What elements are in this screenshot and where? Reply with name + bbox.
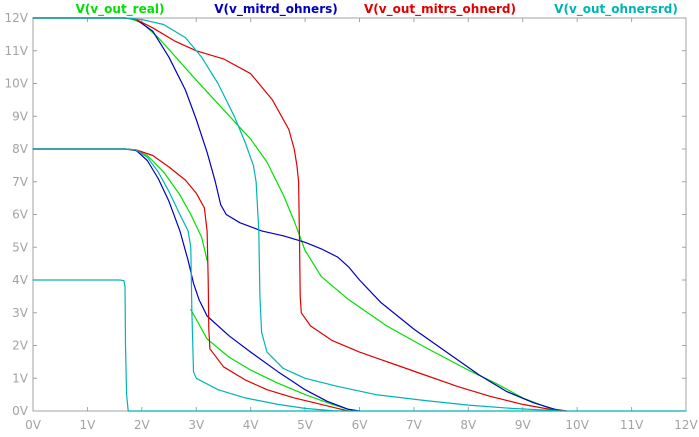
legend: V(v_out_real) V(v_mitrd_ohners) V(v_out_mi… — [76, 2, 678, 17]
y-tick-label: 2V — [12, 339, 29, 353]
traces — [32, 17, 687, 412]
x-tick-label: 10V — [565, 418, 589, 432]
legend-entry: V(v_out_mitrs_ohnerd) — [364, 2, 516, 17]
y-tick-label: 0V — [12, 404, 29, 418]
y-tick-label: 11V — [5, 44, 29, 58]
y-tick-label: 10V — [5, 77, 29, 91]
x-tick-label: 9V — [515, 418, 532, 432]
x-tick-label: 7V — [406, 418, 423, 432]
y-tick-label: 1V — [12, 371, 29, 385]
trace-series-3-segment-1 — [32, 17, 567, 412]
trace-series-3-segment-2 — [32, 148, 350, 412]
y-tick-label: 3V — [12, 306, 29, 320]
legend-entry: V(v_out_ohnersrd) — [554, 2, 678, 17]
trace-series-4-segment-2 — [32, 148, 344, 412]
axes: 0V 1V 2V 3V 4V 5V 6V 7V 8V 9V 10V 11V 12V 0V 1V 2V 3V 4V 5… — [5, 11, 699, 432]
trace-series-1-segment-2 — [32, 148, 208, 261]
x-tick-label: 1V — [79, 418, 96, 432]
x-tick-label: 2V — [134, 418, 151, 432]
legend-entry: V(v_mitrd_ohners) — [214, 2, 337, 17]
legend-entry: V(v_out_real) — [76, 2, 165, 17]
trace-series-4-segment-1 — [32, 17, 562, 412]
x-tick-label: 0V — [25, 418, 42, 432]
x-tick-label: 8V — [460, 418, 477, 432]
x-tick-label: 6V — [352, 418, 369, 432]
x-tick-label: 3V — [188, 418, 205, 432]
trace-series-1-segment-1 — [32, 17, 562, 412]
trace-series-2-segment-1 — [32, 17, 567, 412]
trace-series-4-segment-3 — [32, 279, 687, 412]
y-tick-label: 8V — [12, 142, 29, 156]
x-tick-label: 4V — [243, 418, 260, 432]
trace-series-2-segment-2 — [32, 148, 361, 412]
x-tick-label: 12V — [674, 418, 698, 432]
y-tick-label: 9V — [12, 109, 29, 123]
x-tick-label: 5V — [297, 418, 314, 432]
y-tick-label: 5V — [12, 240, 29, 254]
y-tick-label: 7V — [12, 175, 29, 189]
y-tick-label: 12V — [5, 11, 29, 25]
y-tick-label: 4V — [12, 273, 29, 287]
x-tick-label: 11V — [620, 418, 644, 432]
y-tick-label: 6V — [12, 208, 29, 222]
